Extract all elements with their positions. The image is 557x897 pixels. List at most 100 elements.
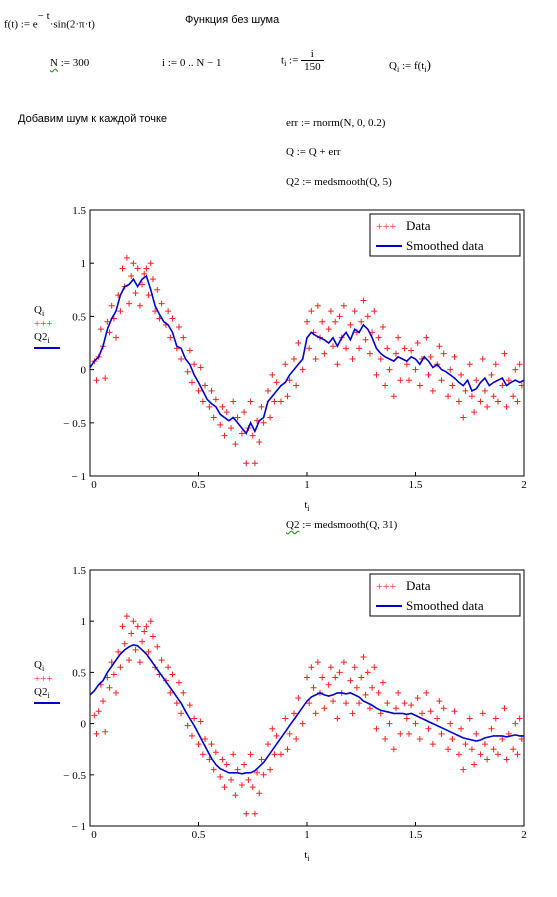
data-point	[149, 276, 156, 283]
data-point	[401, 345, 408, 352]
y-tick-label: − 1	[72, 821, 86, 833]
data-point	[377, 355, 384, 362]
data-point	[169, 671, 176, 678]
data-point	[136, 659, 143, 666]
data-point	[178, 355, 185, 362]
x-tick-label: 1	[304, 479, 310, 491]
data-point	[310, 684, 317, 691]
data-point	[408, 702, 415, 709]
data-point	[373, 725, 380, 732]
data-point	[488, 725, 495, 732]
data-point	[492, 715, 499, 722]
y-tick-label: − 1	[72, 471, 86, 483]
data-point	[425, 725, 432, 732]
data-point	[460, 414, 467, 421]
data-point	[390, 393, 397, 400]
data-point	[267, 414, 274, 421]
q-definition[interactable]: Qi := f(ti)	[389, 57, 431, 74]
q-mid: := f(t	[399, 60, 425, 72]
data-point	[243, 810, 250, 817]
data-point	[108, 302, 115, 309]
data-point	[501, 705, 508, 712]
data-point	[165, 308, 172, 315]
func-comment[interactable]: Функция без шума	[185, 14, 280, 26]
data-point	[325, 681, 332, 688]
data-point	[384, 700, 391, 707]
data-point	[458, 371, 465, 378]
data-point	[414, 340, 421, 346]
data-point	[117, 664, 124, 671]
q2-definition-31[interactable]: Q2 := medsmooth(Q, 31)	[286, 519, 397, 531]
y-tick-label: − 0.5	[63, 418, 86, 430]
data-point	[212, 749, 219, 756]
n-value: := 300	[57, 57, 90, 69]
data-point	[173, 700, 180, 707]
data-point	[141, 270, 148, 277]
func-definition[interactable]: f(t) := e− t·sin(2·π·t)	[4, 10, 95, 31]
data-point	[245, 776, 252, 783]
data-point	[397, 730, 404, 737]
data-point	[510, 746, 517, 753]
data-point	[232, 441, 239, 448]
y-tick-label: 0.5	[72, 311, 86, 323]
data-point	[95, 708, 102, 715]
data-point	[254, 769, 261, 776]
data-point	[386, 720, 393, 727]
data-point	[143, 623, 150, 630]
data-point	[299, 366, 306, 373]
data-point	[208, 387, 215, 394]
data-point	[258, 403, 265, 410]
err-definition[interactable]: err := rnorm(N, 0, 0.2)	[286, 117, 386, 129]
n-definition[interactable]: N := 300	[50, 57, 89, 69]
x-tick-label: 1.5	[409, 479, 423, 491]
data-point	[382, 735, 389, 742]
data-point	[128, 272, 135, 279]
q2-definition-5[interactable]: Q2 := medsmooth(Q, 5)	[286, 176, 392, 188]
legend-label-smooth: Smoothed data	[406, 598, 484, 613]
data-point	[416, 735, 423, 742]
data-point	[343, 345, 350, 352]
data-point	[397, 377, 404, 384]
data-point	[408, 347, 415, 354]
y-axis-label-q: Qi	[34, 304, 45, 318]
data-point	[330, 698, 337, 705]
data-point	[347, 677, 354, 684]
data-point	[304, 674, 310, 681]
data-point	[230, 751, 237, 758]
data-point	[332, 674, 339, 681]
data-point	[188, 379, 195, 386]
data-point	[106, 684, 113, 691]
data-point	[100, 698, 107, 705]
data-point	[158, 657, 165, 664]
data-point	[334, 361, 341, 368]
q-noise-definition[interactable]: Q := Q + err	[286, 146, 341, 158]
data-point	[210, 414, 217, 421]
data-point	[468, 746, 475, 753]
data-point	[271, 398, 278, 405]
data-point	[186, 702, 193, 709]
data-point	[364, 669, 371, 676]
data-point	[178, 710, 185, 717]
data-point	[102, 728, 109, 735]
data-point	[356, 700, 363, 707]
legend-label-data: Data	[406, 218, 431, 233]
data-point	[445, 746, 452, 753]
y-tick-label: 1.5	[72, 565, 86, 577]
data-point	[251, 460, 258, 467]
data-point	[234, 766, 241, 773]
data-point	[191, 715, 198, 722]
data-point	[473, 730, 480, 737]
data-point	[271, 751, 278, 758]
t-definition[interactable]: ti := i 150	[281, 48, 324, 73]
noise-comment[interactable]: Добавим шум к каждой точке	[18, 113, 167, 125]
data-point	[202, 735, 209, 742]
data-point	[208, 741, 215, 748]
data-point	[314, 302, 321, 309]
i-range-definition[interactable]: i := 0 .. N − 1	[162, 57, 222, 69]
data-point	[219, 403, 226, 410]
data-point	[102, 375, 109, 382]
data-point	[110, 671, 117, 678]
data-point	[223, 409, 230, 416]
